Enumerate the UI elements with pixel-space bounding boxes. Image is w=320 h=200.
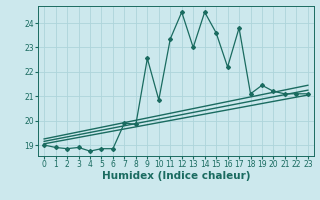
X-axis label: Humidex (Indice chaleur): Humidex (Indice chaleur)	[102, 171, 250, 181]
